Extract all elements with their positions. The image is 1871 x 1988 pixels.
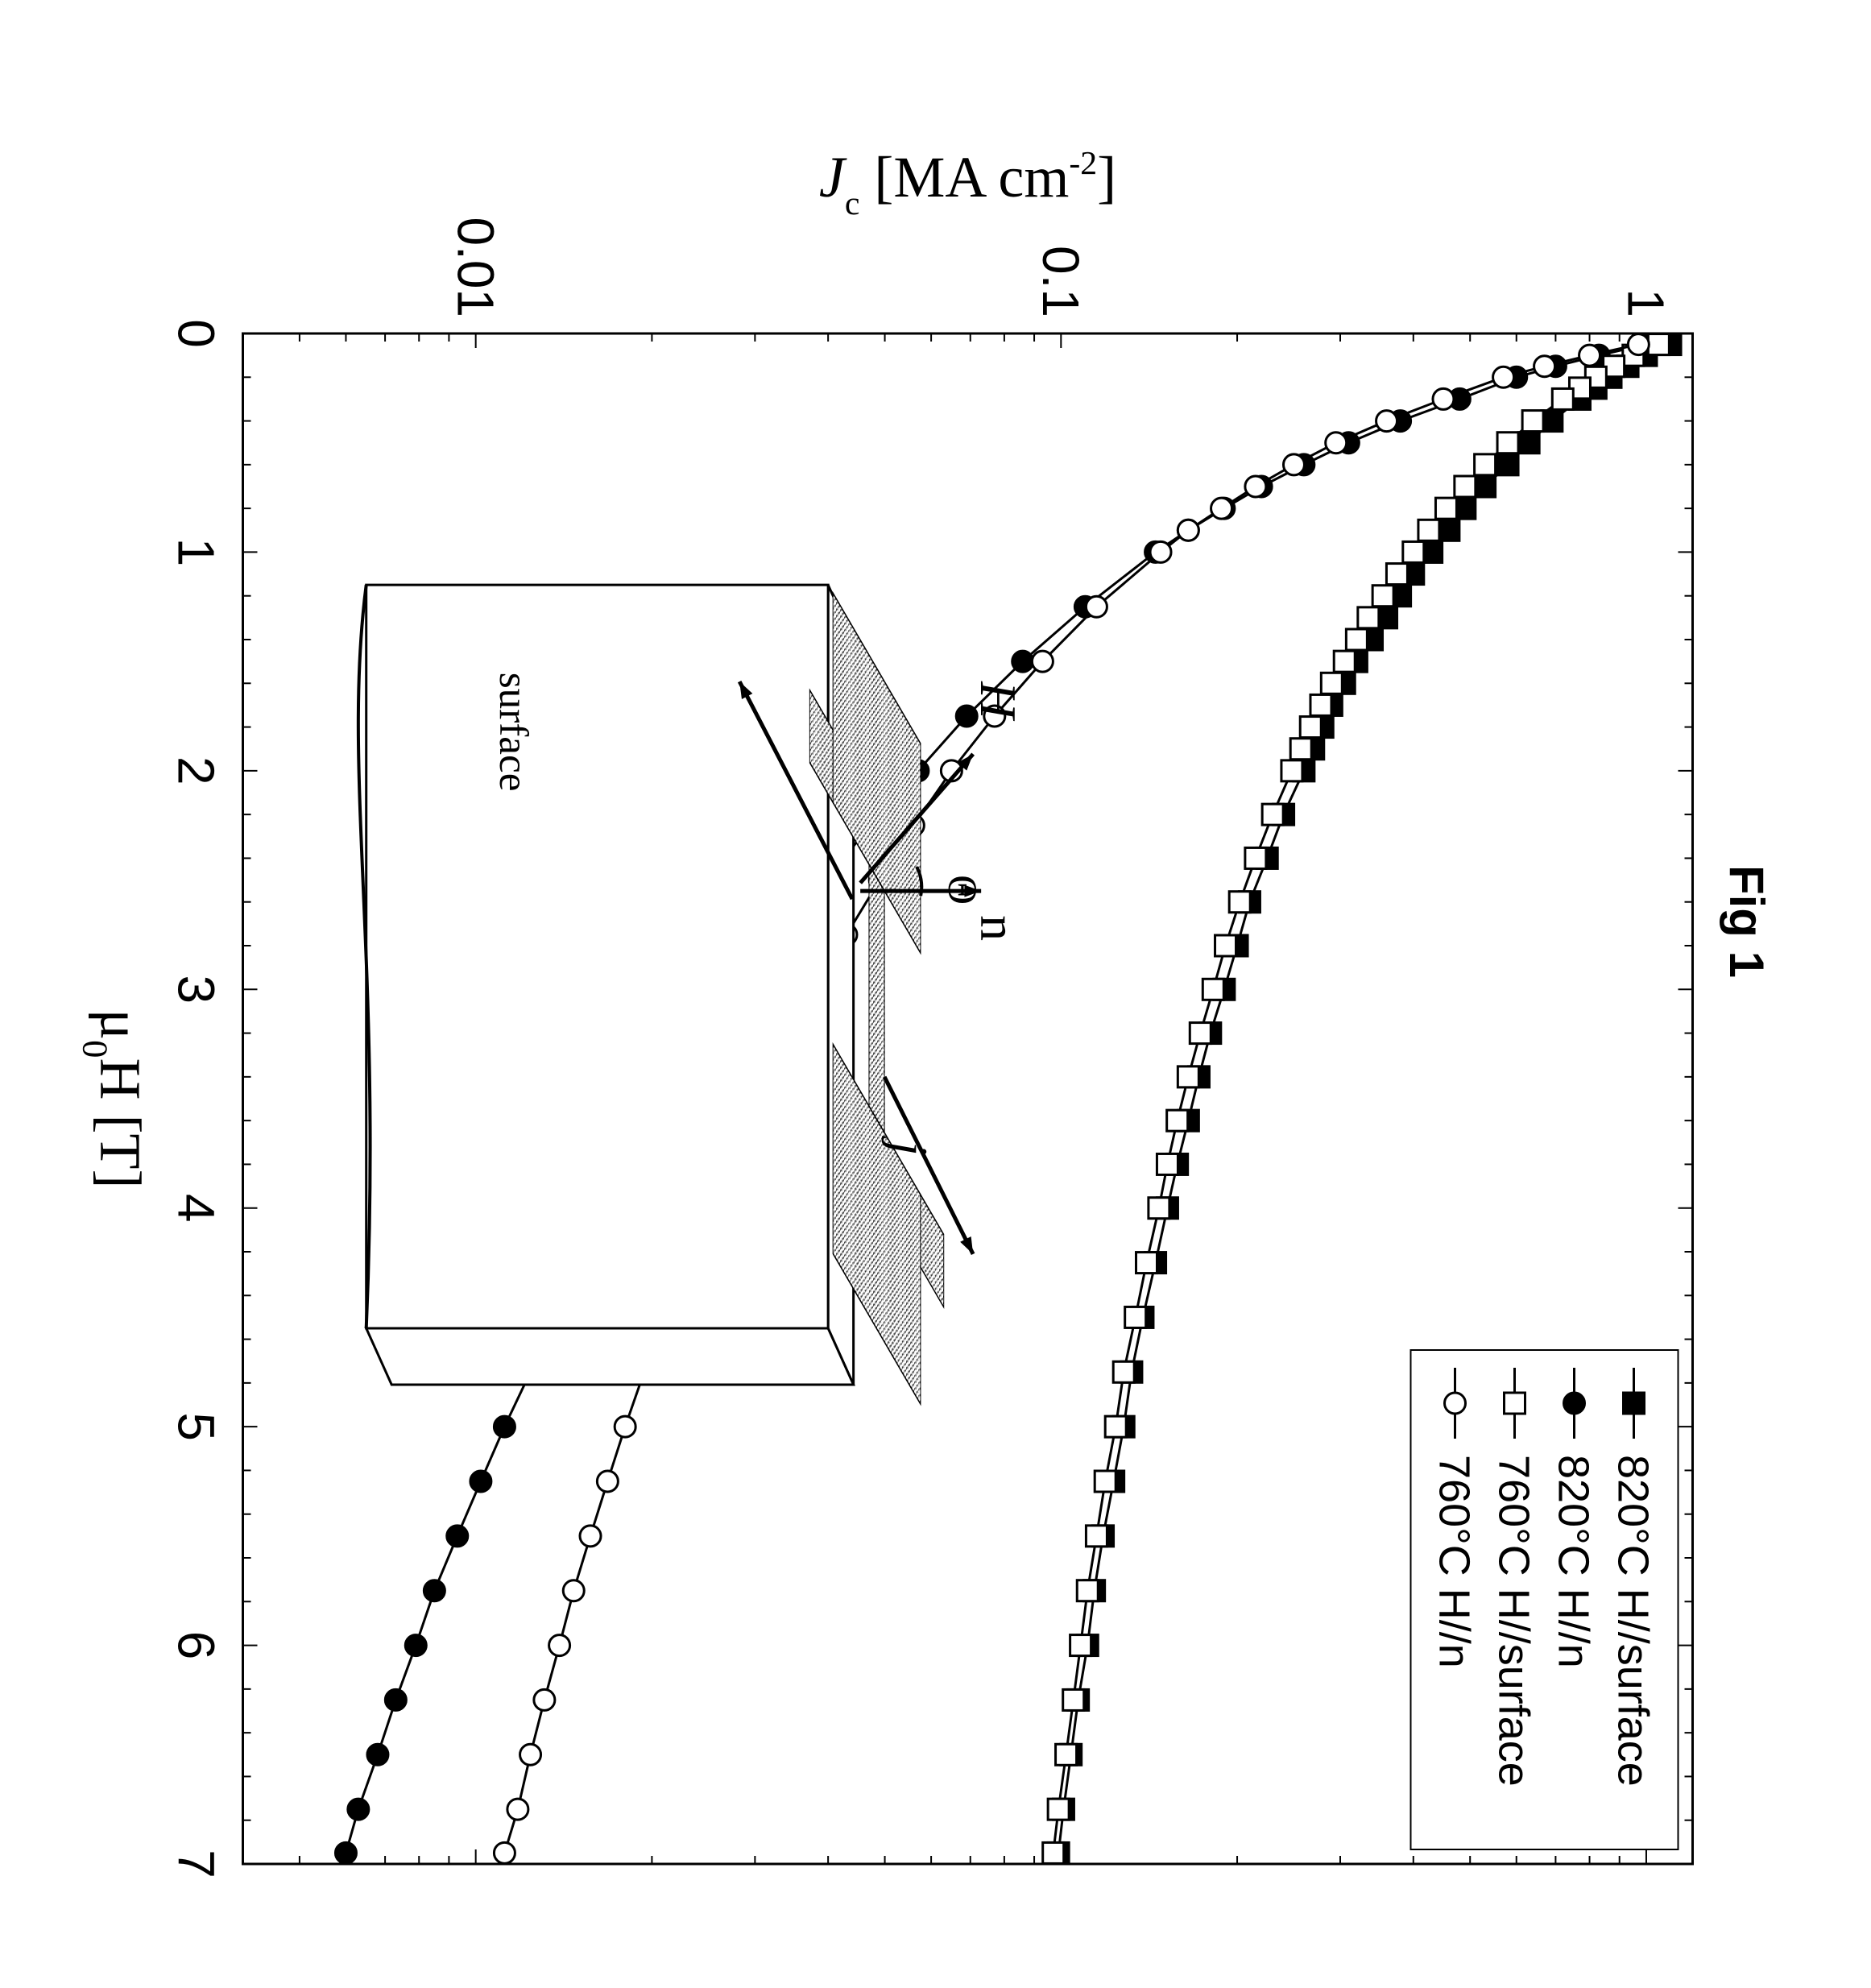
svg-text:Θ: Θ bbox=[939, 875, 985, 905]
svg-text:2: 2 bbox=[168, 756, 226, 785]
figure-stage: 0 1 2 3 4 5 6 7 0.01 0.1 1 μ0H [T] Jc [MA cm-2] 820°C… bbox=[0, 0, 1871, 1988]
svg-text:4: 4 bbox=[168, 1194, 226, 1223]
svg-text:surface: surface bbox=[491, 673, 536, 792]
legend-label: 760°C H//surface bbox=[1490, 1455, 1538, 1787]
legend: 820°C H//surface820°C H//n760°C H//surfa… bbox=[1411, 1350, 1679, 1849]
chart-svg: 0 1 2 3 4 5 6 7 0.01 0.1 1 μ0H [T] Jc [MA cm-2] 820°C… bbox=[0, 0, 1871, 1988]
figure-title: Fig 1 bbox=[1719, 865, 1774, 978]
svg-text:1: 1 bbox=[168, 538, 226, 567]
svg-text:7: 7 bbox=[168, 1849, 226, 1878]
inset-schematic: n H Θsurface j bbox=[358, 553, 1027, 1444]
svg-text:0.1: 0.1 bbox=[1032, 246, 1090, 317]
svg-text:0: 0 bbox=[168, 319, 226, 348]
svg-text:1: 1 bbox=[1617, 288, 1675, 317]
svg-text:0.01: 0.01 bbox=[446, 217, 504, 317]
svg-text:3: 3 bbox=[168, 975, 226, 1004]
svg-text:n: n bbox=[970, 915, 1027, 941]
svg-text:j: j bbox=[881, 1136, 938, 1156]
svg-text:6: 6 bbox=[168, 1631, 226, 1660]
legend-label: 760°C H//n bbox=[1430, 1455, 1479, 1668]
svg-text:Jc [MA cm-2]: Jc [MA cm-2] bbox=[819, 145, 1116, 222]
svg-text:H: H bbox=[970, 681, 1027, 722]
legend-label: 820°C H//surface bbox=[1609, 1455, 1658, 1787]
legend-label: 820°C H//n bbox=[1550, 1455, 1598, 1668]
svg-text:5: 5 bbox=[168, 1412, 226, 1441]
svg-text:μ0H [T]: μ0H [T] bbox=[76, 1009, 153, 1189]
